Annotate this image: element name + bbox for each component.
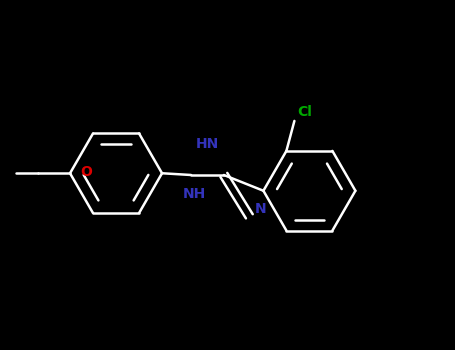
Text: NH: NH [182,187,206,201]
Text: HN: HN [195,136,219,150]
Text: O: O [81,164,92,178]
Text: Cl: Cl [298,105,312,119]
Text: N: N [254,202,266,216]
